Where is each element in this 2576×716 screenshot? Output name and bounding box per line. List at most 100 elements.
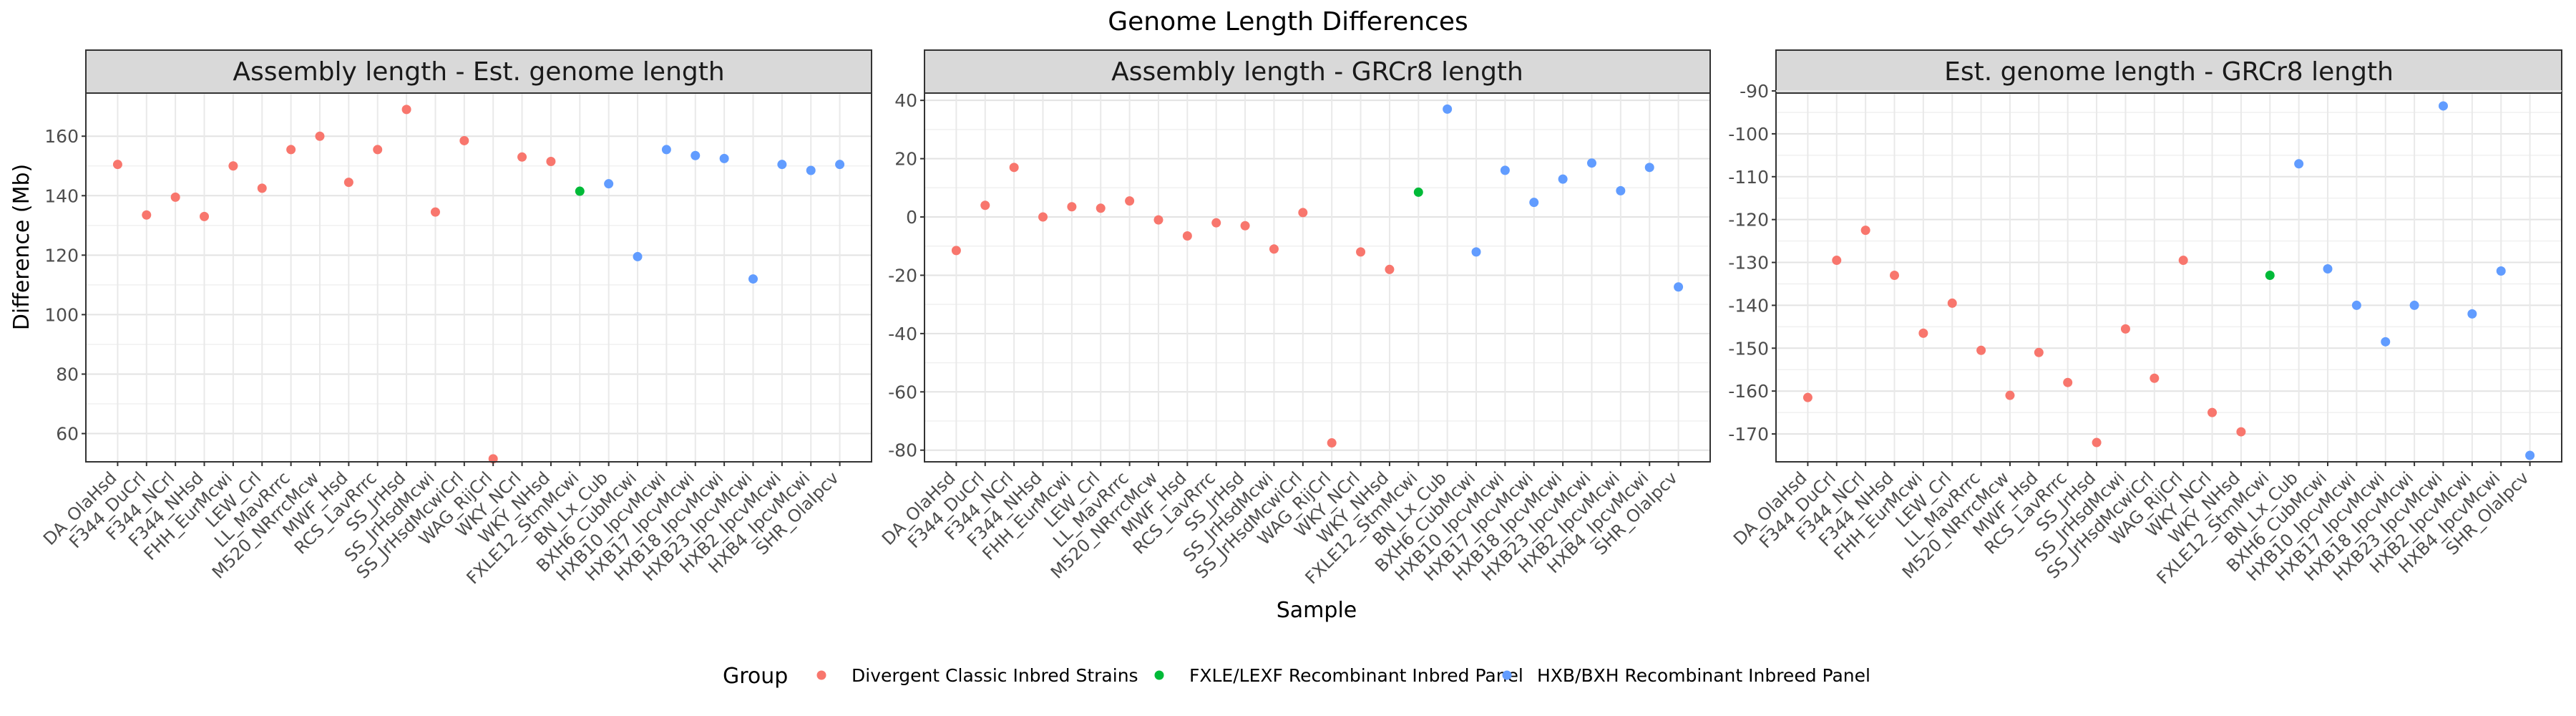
data-point-MWF_Hsd — [343, 178, 353, 188]
data-point-M520_NRrrcMcw — [2005, 390, 2015, 400]
y-tick-label: -60 — [888, 382, 917, 402]
data-point-LEW_Crl — [1096, 203, 1106, 213]
chart-title: Genome Length Differences — [1108, 7, 1468, 37]
legend-title: Group — [723, 664, 788, 689]
data-point-SS_JrHsd — [1240, 221, 1250, 231]
data-point-FXLE12_StmMcwi — [1413, 187, 1423, 197]
y-axis-label: Difference (Mb) — [9, 164, 34, 331]
data-point-HXB10_IpcvMcwi — [1500, 165, 1510, 175]
panel-border — [85, 92, 872, 463]
data-point-HXB23_IpcvMcwi — [2438, 101, 2448, 111]
data-point-SS_JrHsdMcwiCrl — [459, 135, 469, 145]
x-axis-label: Sample — [1277, 598, 1357, 623]
y-tick-label: -100 — [1728, 124, 1769, 145]
data-point-LL_MavRrrc — [1125, 196, 1135, 206]
data-point-DA_OlaHsd — [1802, 392, 1813, 402]
y-tick-label: -80 — [888, 440, 917, 461]
legend-label: Divergent Classic Inbred Strains — [852, 665, 1138, 686]
data-point-SS_JrHsdMcwi — [430, 207, 440, 217]
y-tick-label: 160 — [44, 126, 79, 147]
data-point-M520_NRrrcMcw — [315, 131, 325, 141]
data-point-FXLE12_StmMcwi — [575, 186, 585, 196]
data-point-FHH_EurMcwi — [228, 161, 238, 171]
data-point-F344_DuCrl — [1832, 256, 1842, 266]
data-point-F344_DuCrl — [142, 210, 152, 220]
plot-area — [86, 93, 872, 462]
data-point-M520_NRrrcMcw — [1153, 215, 1163, 225]
data-point-WKY_NCrl — [1356, 247, 1366, 257]
data-point-DA_OlaHsd — [951, 246, 961, 256]
y-tick-label: 40 — [894, 90, 917, 111]
data-point-LEW_Crl — [1947, 298, 1957, 308]
data-point-MWF_Hsd — [1182, 231, 1192, 241]
data-point-SHR_OlaIpcv — [2525, 450, 2535, 460]
data-point-WKY_NHsd — [1385, 264, 1395, 274]
plot-area — [1776, 93, 2562, 462]
facet-strip — [1775, 49, 2562, 94]
data-point-HXB4_IpcvMcwi — [806, 165, 816, 175]
data-point-F344_NCrl — [1860, 226, 1870, 236]
data-point-HXB2_IpcvMcwi — [2467, 309, 2477, 319]
data-point-HXB18_IpcvMcwi — [719, 153, 729, 163]
panel-border — [924, 92, 1711, 463]
y-tick-label: 100 — [44, 304, 79, 325]
legend-items: Divergent Classic Inbred Strains FXLE/LEX… — [816, 665, 1870, 686]
data-point-FHH_EurMcwi — [1918, 328, 1928, 338]
data-point-SS_JrHsd — [401, 105, 411, 115]
data-point-BN_Lx_Cub — [1443, 104, 1453, 114]
y-tick-label: -140 — [1728, 295, 1769, 316]
legend-marker — [1502, 670, 1512, 680]
data-point-SHR_OlaIpcv — [1674, 282, 1684, 292]
data-point-FXLE12_StmMcwi — [2265, 271, 2275, 281]
data-point-BXH6_CubMcwi — [1471, 247, 1481, 257]
facet-panels: Assembly length - Est. genome length 60 80… — [39, 49, 2562, 588]
data-point-WKY_NHsd — [546, 157, 556, 167]
y-tick-label: 80 — [56, 364, 79, 384]
y-tick-label: -20 — [888, 265, 917, 286]
y-tick-label: 140 — [44, 185, 79, 206]
legend-entry-1: Divergent Classic Inbred Strains — [816, 665, 1138, 686]
y-tick-label: -130 — [1728, 253, 1769, 274]
legend-entry-2: FXLE/LEXF Recombinant Inbred Panel — [1154, 665, 1523, 686]
data-point-HXB23_IpcvMcwi — [748, 274, 758, 284]
data-point-HXB2_IpcvMcwi — [1616, 185, 1626, 195]
data-point-HXB10_IpcvMcwi — [2351, 300, 2361, 310]
data-point-RCS_LavRrrc — [2063, 377, 2073, 387]
data-point-F344_NHsd — [200, 211, 210, 221]
facet-strip-title: Est. genome length - GRCr8 length — [1944, 57, 2394, 87]
y-tick-label: -120 — [1728, 210, 1769, 231]
y-tick-label: 20 — [894, 149, 917, 170]
data-point-WKY_NHsd — [2236, 427, 2246, 437]
y-tick-label: -150 — [1728, 338, 1769, 359]
data-point-SS_JrHsdMcwiCrl — [2150, 373, 2160, 383]
data-point-WKY_NCrl — [517, 152, 527, 162]
data-point-F344_NHsd — [1890, 271, 1900, 281]
data-point-RCS_LavRrrc — [1211, 218, 1221, 228]
data-point-FHH_EurMcwi — [1067, 202, 1077, 212]
y-tick-label: 120 — [44, 245, 79, 266]
data-point-SS_JrHsd — [2092, 437, 2102, 448]
data-point-BXH6_CubMcwi — [2323, 264, 2333, 274]
data-point-HXB17_IpcvMcwi — [691, 150, 701, 160]
data-point-WAG_RijCrl — [2178, 256, 2188, 266]
panel-border — [1775, 92, 2562, 463]
data-point-HXB4_IpcvMcwi — [1644, 163, 1654, 173]
legend-entry-3: HXB/BXH Recombinant Inbreed Panel — [1502, 665, 1870, 686]
data-point-BXH6_CubMcwi — [633, 251, 643, 261]
data-point-HXB23_IpcvMcwi — [1586, 158, 1596, 168]
facet-strip-title: Assembly length - Est. genome length — [233, 57, 724, 87]
data-point-BN_Lx_Cub — [2294, 159, 2304, 169]
legend-marker — [816, 670, 826, 680]
legend-label: FXLE/LEXF Recombinant Inbred Panel — [1189, 665, 1523, 686]
plot-area — [924, 93, 1710, 462]
data-point-LL_MavRrrc — [286, 145, 296, 155]
data-point-F344_NHsd — [1038, 212, 1048, 222]
facet-panel-1: Assembly length - Est. genome length 60 80… — [39, 49, 872, 588]
data-point-HXB18_IpcvMcwi — [2409, 300, 2419, 310]
data-point-HXB2_IpcvMcwi — [777, 160, 787, 170]
data-point-SS_JrHsdMcwi — [1269, 244, 1279, 254]
data-point-BN_Lx_Cub — [604, 179, 614, 189]
y-tick-label: -90 — [1740, 81, 1769, 102]
y-tick-label: -110 — [1728, 167, 1769, 188]
